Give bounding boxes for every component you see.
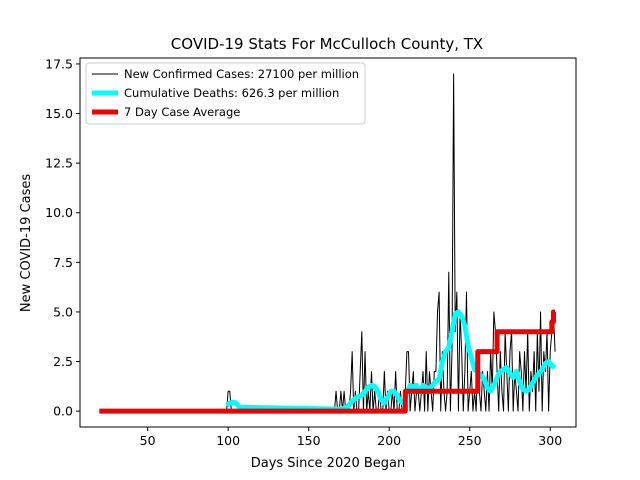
y-tick-label: 17.5 [45,56,73,71]
plot-frame [79,57,577,428]
chart-title: COVID-19 Stats For McCulloch County, TX [171,35,483,53]
x-tick-label: 200 [377,433,401,448]
legend-label-new-cases: New Confirmed Cases: 27100 per million [124,67,359,81]
x-axis-title: Days Since 2020 Began [251,456,406,471]
x-tick-label: 100 [216,433,240,448]
y-axis-title: New COVID-19 Cases [19,174,34,312]
y-tick-label: 10.0 [45,205,73,220]
x-tick-label: 250 [458,433,482,448]
y-tick-label: 2.5 [53,354,73,369]
legend-box [85,62,366,125]
x-tick-label: 300 [538,433,562,448]
legend: New Confirmed Cases: 27100 per million C… [85,62,366,125]
y-axis: 0.0 2.5 5.0 7.5 10.0 12.5 15.0 17.5 [45,56,80,419]
series-line-7day-average [99,309,556,414]
y-tick-label: 0.0 [53,404,73,419]
x-tick-label: 50 [140,433,156,448]
plot-area [79,57,577,428]
x-axis: 50 100 150 200 250 300 [140,427,562,448]
y-tick-label: 5.0 [53,304,73,319]
legend-label-7day-average: 7 Day Case Average [124,105,240,119]
series-line-new-cases [99,73,556,412]
series-layer [99,73,557,414]
y-tick-label: 7.5 [53,255,73,270]
y-tick-label: 12.5 [45,156,73,171]
x-tick-label: 150 [297,433,321,448]
y-tick-label: 15.0 [45,106,73,121]
legend-label-deaths: Cumulative Deaths: 626.3 per million [124,86,339,100]
series-line-cumulative-deaths [225,309,557,412]
